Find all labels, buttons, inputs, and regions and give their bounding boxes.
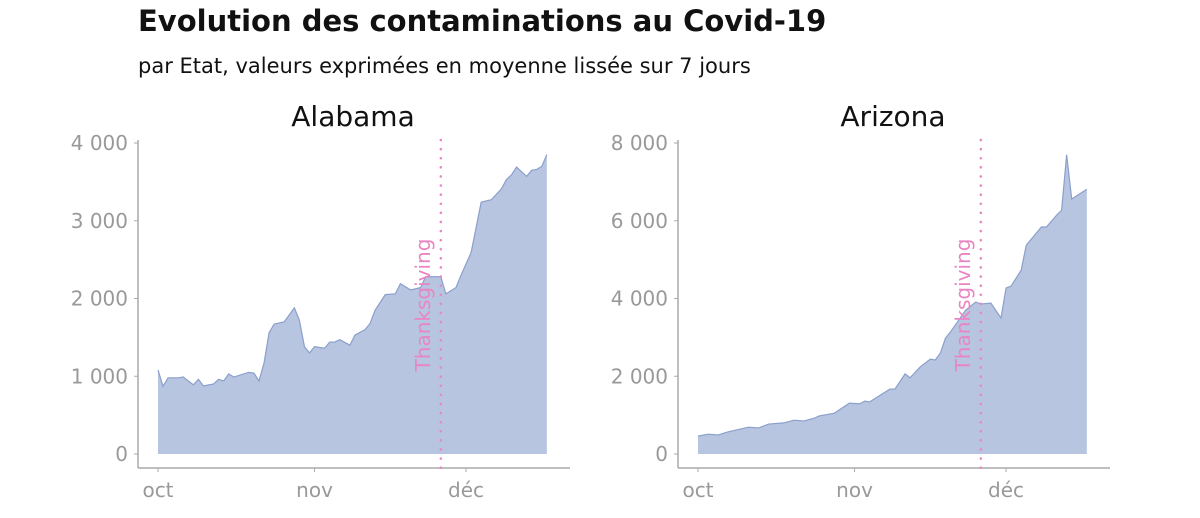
y-tick-label: 4 000 — [611, 287, 668, 311]
y-tick-label: 0 — [655, 442, 668, 466]
panel-title: Alabama — [291, 100, 414, 133]
panel-arizona: Arizona 0 2 000 4 000 6 000 8 000 oct nov déc Tha… — [611, 100, 1110, 502]
thanksgiving-label: Thanksgiving — [411, 239, 435, 373]
x-tick-label: nov — [296, 478, 333, 502]
chart-subtitle: par Etat, valeurs exprimées en moyenne l… — [138, 54, 751, 78]
x-tick-label: oct — [682, 478, 713, 502]
panel-alabama: Alabama 0 1 000 2 000 3 000 4 000 oct nov déc Tha… — [71, 100, 570, 502]
x-tick-label: déc — [988, 478, 1024, 502]
y-tick-label: 8 000 — [611, 131, 668, 155]
y-tick-label: 2 000 — [611, 364, 668, 388]
x-tick-label: nov — [836, 478, 873, 502]
area-series — [698, 154, 1087, 454]
x-tick-label: déc — [448, 478, 484, 502]
y-tick-label: 2 000 — [71, 287, 128, 311]
area-series-line — [157, 154, 548, 388]
y-tick-label: 4 000 — [71, 131, 128, 155]
x-tick-label: oct — [142, 478, 173, 502]
y-tick-label: 1 000 — [71, 364, 128, 388]
panel-title: Arizona — [840, 100, 945, 133]
thanksgiving-label: Thanksgiving — [951, 239, 975, 373]
y-tick-label: 3 000 — [71, 209, 128, 233]
y-tick-label: 0 — [115, 442, 128, 466]
y-tick-label: 6 000 — [611, 209, 668, 233]
chart-title: Evolution des contaminations au Covid-19 — [138, 4, 826, 38]
area-series — [158, 154, 547, 454]
